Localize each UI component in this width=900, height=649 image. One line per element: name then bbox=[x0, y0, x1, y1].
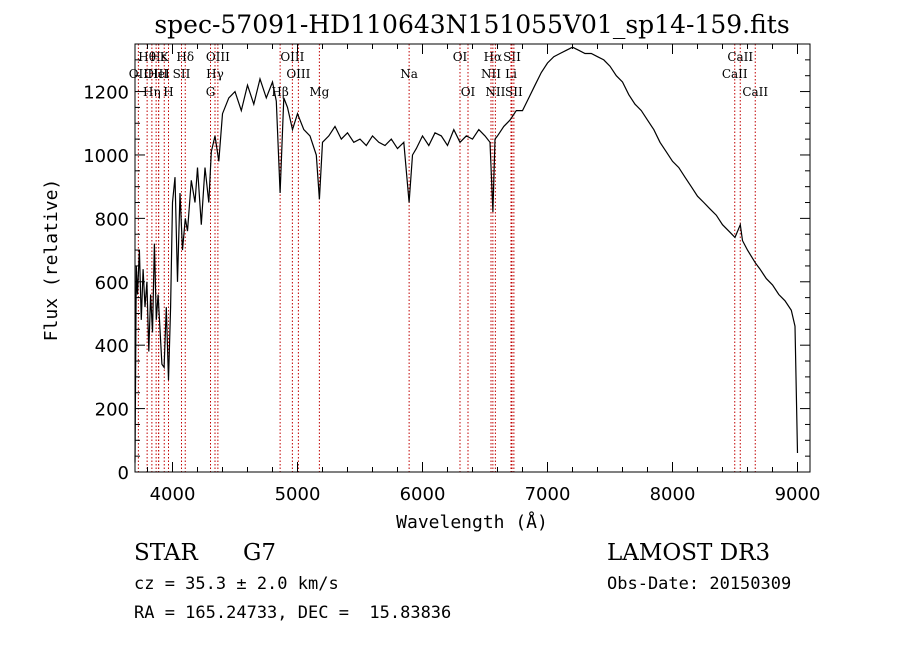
spectral-line-label: NII bbox=[485, 85, 505, 99]
spectral-line-label: Hη bbox=[143, 85, 161, 99]
x-tick-label: 6000 bbox=[400, 484, 446, 505]
spectral-line-label: NII bbox=[481, 67, 501, 81]
spectral-line-label: Hε bbox=[150, 50, 167, 64]
y-tick-label: 400 bbox=[95, 336, 129, 357]
y-tick-label: 1200 bbox=[83, 83, 129, 104]
object-type: STAR bbox=[134, 540, 198, 566]
x-axis-label: Wavelength (Å) bbox=[396, 511, 548, 533]
plot-frame bbox=[134, 43, 811, 473]
spectral-line-label: Mg bbox=[309, 85, 329, 99]
y-tick-label: 200 bbox=[95, 400, 129, 421]
spectral-line-label: OIII bbox=[286, 67, 310, 81]
survey-name: LAMOST DR3 bbox=[607, 540, 771, 566]
spectral-line-label: CaII bbox=[727, 50, 753, 64]
x-tick-label: 5000 bbox=[275, 484, 321, 505]
y-tick-label: 1000 bbox=[83, 146, 129, 167]
redshift-cz: cz = 35.3 ± 2.0 km/s bbox=[134, 574, 339, 594]
spectral-line-label: SII bbox=[505, 85, 523, 99]
spectral-line-label: Hγ bbox=[206, 67, 224, 81]
spectrum-line bbox=[134, 46, 799, 463]
spectral-line-label: HeI bbox=[147, 67, 170, 81]
spectral-line-label: H bbox=[163, 85, 173, 99]
observation-date: Obs-Date: 20150309 bbox=[607, 574, 792, 594]
spectral-line-label: Hα bbox=[484, 50, 503, 64]
y-axis-label: Flux (relative) bbox=[41, 179, 62, 342]
y-tick-label: 0 bbox=[118, 463, 129, 484]
spectral-line-label: Na bbox=[400, 67, 418, 81]
spectral-line-label: SII bbox=[503, 50, 521, 64]
x-tick-label: 9000 bbox=[775, 484, 821, 505]
spectral-line-label: OIII bbox=[280, 50, 304, 64]
spectral-line-label: G bbox=[206, 85, 216, 99]
spectral-line-label: OIII bbox=[144, 67, 168, 81]
coordinates: RA = 165.24733, DEC = 15.83836 bbox=[134, 603, 452, 623]
spectral-line-label: OII bbox=[129, 67, 149, 81]
spectral-subclass: G7 bbox=[243, 540, 277, 566]
spectral-line-label: Hδ bbox=[176, 50, 194, 64]
spectral-line-label: OIII bbox=[206, 50, 230, 64]
spectral-line-label: Hθ bbox=[138, 50, 156, 64]
spectral-line-label: CaII bbox=[742, 85, 768, 99]
chart-title: spec-57091-HD110643N151055V01_sp14-159.f… bbox=[154, 10, 789, 39]
spectral-line-label: K bbox=[160, 50, 170, 64]
spectral-line-label: SII bbox=[173, 67, 191, 81]
x-tick-label: 4000 bbox=[150, 484, 196, 505]
spectral-line-label: OI bbox=[461, 85, 476, 99]
x-tick-label: 8000 bbox=[650, 484, 696, 505]
x-tick-label: 7000 bbox=[525, 484, 571, 505]
spectral-line-label: CaII bbox=[722, 67, 748, 81]
spectral-line-label: OI bbox=[453, 50, 468, 64]
spectral-line-label: Li bbox=[505, 67, 517, 81]
y-tick-label: 600 bbox=[95, 273, 129, 294]
y-tick-label: 800 bbox=[95, 209, 129, 230]
